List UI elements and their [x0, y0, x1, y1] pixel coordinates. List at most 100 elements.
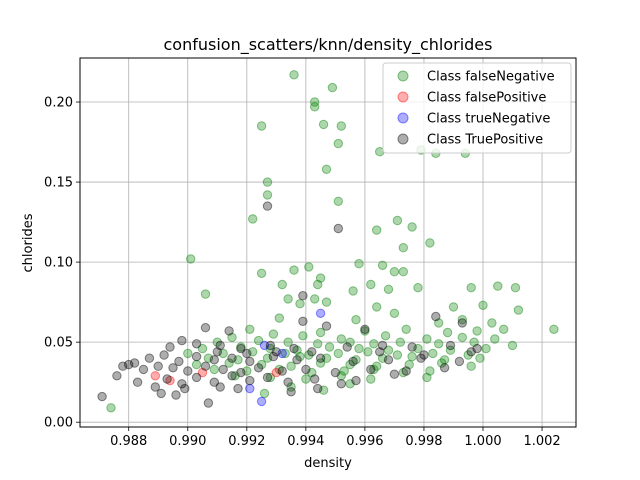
data-point-3 — [383, 355, 394, 365]
data-point-0 — [348, 286, 358, 296]
data-point-0 — [186, 254, 196, 264]
data-point-3 — [191, 351, 202, 362]
legend-label: Class trueNegative — [427, 112, 550, 127]
data-point-3 — [330, 367, 341, 378]
data-point-0 — [457, 315, 467, 325]
data-point-3 — [342, 342, 352, 352]
data-point-0 — [369, 339, 379, 349]
data-point-3 — [200, 323, 211, 333]
data-point-0 — [245, 324, 255, 334]
data-point-0 — [292, 345, 302, 355]
data-point-0 — [248, 347, 258, 357]
data-point-3 — [439, 363, 450, 373]
data-point-0 — [366, 279, 376, 290]
data-point-0 — [283, 337, 293, 347]
data-point-0 — [280, 348, 290, 359]
data-point-0 — [345, 337, 355, 347]
data-point-3 — [289, 343, 299, 354]
legend: Class falseNegative Class falsePositive Cl… — [382, 62, 572, 154]
data-point-0 — [383, 284, 394, 294]
data-point-0 — [372, 302, 382, 312]
data-point-3 — [407, 342, 417, 352]
data-point-0 — [336, 121, 346, 131]
data-point-0 — [413, 283, 423, 293]
data-point-0 — [369, 364, 379, 375]
data-point-0 — [383, 345, 394, 355]
data-point-3 — [360, 324, 370, 334]
data-point-0 — [315, 273, 326, 283]
data-point-2 — [245, 383, 255, 394]
data-point-0 — [392, 350, 403, 360]
data-point-0 — [310, 294, 320, 304]
legend-label: Class falsePositive — [427, 91, 546, 106]
data-point-0 — [200, 289, 211, 299]
x-tick-label: 0.988 — [110, 434, 147, 449]
data-point-0 — [475, 353, 485, 363]
data-point-0 — [372, 225, 382, 235]
data-point-3 — [301, 364, 311, 375]
legend-label: Class falseNegative — [427, 70, 555, 85]
data-point-3 — [445, 340, 456, 351]
data-point-0 — [493, 281, 503, 291]
x-tick-label: 1.000 — [464, 434, 501, 449]
data-point-2 — [315, 308, 326, 318]
data-point-0 — [295, 299, 305, 309]
data-point-0 — [487, 318, 497, 328]
data-point-3 — [401, 366, 411, 376]
legend-label: Class TruePositive — [427, 133, 543, 148]
data-point-0 — [310, 102, 320, 112]
data-point-0 — [437, 358, 447, 368]
data-point-0 — [286, 361, 296, 371]
data-point-3 — [97, 391, 107, 402]
data-point-3 — [457, 318, 467, 328]
data-point-0 — [377, 353, 388, 363]
x-tick-label: 0.998 — [405, 434, 442, 449]
data-point-1 — [165, 375, 175, 386]
data-point-3 — [242, 348, 252, 359]
data-point-3 — [283, 377, 293, 387]
data-point-0 — [313, 339, 323, 349]
data-point-0 — [345, 379, 355, 389]
data-point-0 — [283, 294, 293, 304]
data-point-0 — [191, 359, 202, 370]
data-point-3 — [298, 316, 308, 326]
data-point-3 — [236, 367, 246, 378]
data-point-0 — [336, 371, 346, 381]
data-point-0 — [351, 315, 361, 325]
legend-marker — [397, 112, 409, 124]
data-point-3 — [118, 361, 128, 371]
data-point-0 — [333, 348, 343, 359]
data-point-0 — [351, 355, 361, 365]
data-point-3 — [165, 342, 175, 352]
data-point-3 — [271, 347, 281, 357]
data-point-0 — [389, 267, 400, 277]
data-point-0 — [324, 342, 335, 352]
data-point-0 — [262, 177, 273, 187]
x-tick-label: 0.994 — [287, 434, 324, 449]
data-point-3 — [310, 374, 320, 384]
data-point-0 — [183, 348, 193, 359]
data-point-0 — [466, 361, 476, 371]
data-point-3 — [454, 356, 465, 367]
data-point-0 — [289, 70, 299, 80]
y-tick-label: 0.10 — [44, 256, 73, 271]
data-point-3 — [298, 291, 308, 301]
data-point-0 — [327, 82, 338, 93]
data-point-3 — [162, 374, 172, 384]
data-point-0 — [315, 327, 326, 338]
data-point-0 — [425, 366, 435, 376]
x-axis-label: density — [304, 456, 352, 471]
data-point-3 — [227, 353, 237, 363]
data-point-0 — [230, 371, 240, 381]
data-point-3 — [262, 372, 273, 383]
data-point-3 — [138, 364, 149, 375]
data-point-0 — [425, 238, 435, 248]
data-point-0 — [313, 279, 323, 290]
data-point-0 — [197, 343, 208, 354]
data-point-3 — [159, 350, 169, 360]
data-point-0 — [389, 308, 400, 318]
y-tick-label: 0.05 — [44, 336, 73, 351]
data-point-0 — [295, 351, 305, 362]
data-point-0 — [407, 222, 417, 232]
